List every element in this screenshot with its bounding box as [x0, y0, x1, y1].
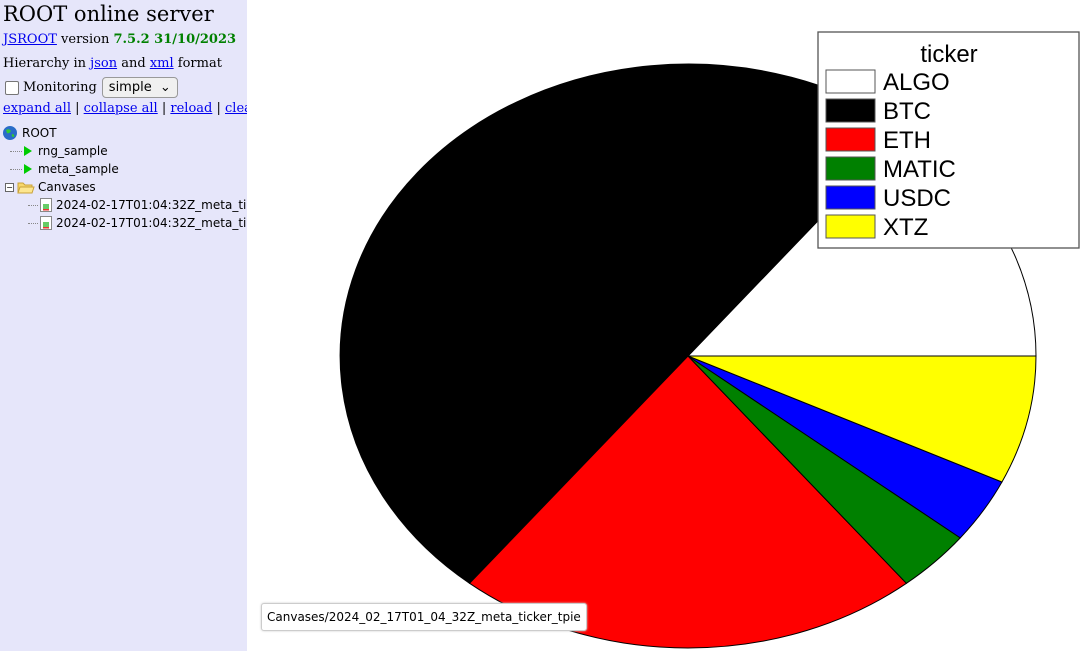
legend-swatch-eth — [825, 127, 876, 152]
tree-root[interactable]: ROOT — [2, 124, 247, 142]
tree-item-label: 2024-02-17T01:04:32Z_meta_ticker — [56, 216, 247, 230]
and-word: and — [121, 56, 146, 71]
tree-item-label: meta_sample — [38, 162, 119, 176]
chevron-down-icon: ⌄ — [159, 80, 171, 95]
clear-link[interactable]: clear — [225, 101, 247, 116]
monitoring-checkbox[interactable] — [5, 80, 19, 95]
hierarchy-tree: ROOT rng_sample meta_sample − Canvases 2… — [2, 124, 247, 232]
pie-slice-xtz[interactable] — [687, 355, 1037, 483]
jsroot-link[interactable]: JSROOT — [3, 32, 57, 47]
version-word: version — [61, 32, 110, 47]
legend-label-btc: BTC — [883, 98, 931, 125]
expand-all-link[interactable]: expand all — [3, 101, 71, 116]
canvas-file-icon — [40, 216, 52, 230]
play-icon — [24, 164, 32, 174]
format-word: format — [177, 56, 222, 71]
legend-swatch-usdc — [825, 185, 876, 210]
tree-item-meta-sample[interactable]: meta_sample — [2, 160, 247, 178]
legend-label-algo: ALGO — [883, 69, 950, 96]
app-title: ROOT online server — [3, 2, 214, 26]
legend-label-matic: MATIC — [883, 156, 956, 183]
legend-label-usdc: USDC — [883, 185, 951, 212]
legend-swatch-matic — [825, 156, 876, 181]
reload-link[interactable]: reload — [170, 101, 213, 116]
legend-label-xtz: XTZ — [883, 214, 928, 241]
tree-item-label: 2024-02-17T01:04:32Z_meta_ticker — [56, 198, 247, 212]
folder-open-icon — [17, 182, 35, 194]
sidebar: ROOT online server JSROOT version 7.5.2 … — [0, 0, 247, 651]
monitoring-label: Monitoring — [23, 80, 97, 95]
legend-swatch-algo — [825, 69, 876, 94]
tree-item-canvas[interactable]: 2024-02-17T01:04:32Z_meta_ticker — [2, 196, 247, 214]
tree-item-label: rng_sample — [38, 144, 108, 158]
legend-swatch-xtz — [825, 214, 876, 239]
version-text: 7.5.2 31/10/2023 — [113, 32, 237, 47]
monitoring-mode-value: simple — [108, 80, 152, 95]
monitoring-mode-select[interactable]: simple ⌄ — [101, 77, 178, 98]
tree-item-canvas[interactable]: 2024-02-17T01:04:32Z_meta_ticker — [2, 214, 247, 232]
tree-item-rng-sample[interactable]: rng_sample — [2, 142, 247, 160]
tree-folder-label: Canvases — [38, 180, 96, 194]
collapse-all-link[interactable]: collapse all — [83, 101, 158, 116]
legend-swatch-btc — [825, 98, 876, 123]
tooltip: Canvases/2024_02_17T01_04_32Z_meta_ticke… — [261, 603, 587, 631]
canvas-file-icon — [40, 198, 52, 212]
globe-icon — [3, 126, 17, 140]
legend-title: ticker — [920, 41, 977, 68]
collapse-icon[interactable]: − — [5, 182, 14, 192]
hierarchy-label: Hierarchy in — [3, 56, 87, 71]
legend-label-eth: ETH — [883, 127, 931, 154]
json-link[interactable]: json — [90, 56, 118, 71]
pie-slice-btc[interactable] — [339, 63, 908, 584]
xml-link[interactable]: xml — [149, 56, 174, 71]
tree-folder-canvases[interactable]: − Canvases — [2, 178, 247, 196]
play-icon — [24, 146, 32, 156]
tree-root-label: ROOT — [22, 126, 57, 140]
